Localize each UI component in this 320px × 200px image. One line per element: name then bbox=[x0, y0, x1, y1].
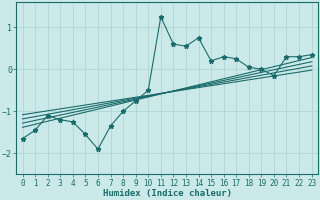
X-axis label: Humidex (Indice chaleur): Humidex (Indice chaleur) bbox=[103, 189, 232, 198]
